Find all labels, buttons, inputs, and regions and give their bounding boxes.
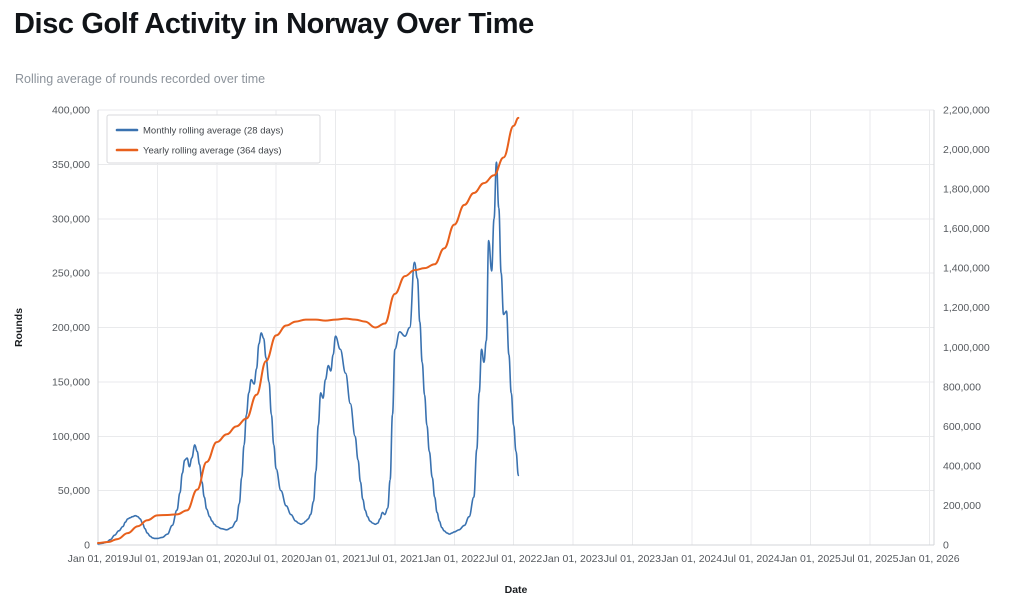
x-tick-label: Jan 01, 2022: [424, 553, 485, 565]
y-tick-label: 0: [84, 540, 90, 552]
y2-tick-label: 1,200,000: [943, 302, 990, 314]
y2-tick-label: 0: [943, 540, 949, 552]
y-tick-label: 150,000: [52, 376, 90, 388]
x-tick-label: Jul 01, 2019: [129, 553, 186, 565]
x-tick-label: Jan 01, 2023: [543, 553, 604, 565]
y-tick-label: 50,000: [58, 485, 90, 497]
x-tick-label: Jan 01, 2024: [661, 553, 722, 565]
y-tick-label: 100,000: [52, 431, 90, 443]
series-line-2: [97, 116, 520, 545]
chart-plot-area: 0 50,000 100,000 150,000 200,000 250,000 300,0…: [0, 96, 1020, 601]
y-axis-title: Rounds: [13, 308, 25, 347]
line-chart-svg: 0 50,000 100,000 150,000 200,000 250,000 300,0…: [13, 105, 990, 597]
y2-tick-label: 2,200,000: [943, 105, 990, 117]
y2-tick-label: 400,000: [943, 460, 981, 472]
y2-tick-label: 800,000: [943, 381, 981, 393]
x-axis-title: Date: [505, 584, 528, 596]
chart-legend[interactable]: Monthly rolling average (28 days) Yearly …: [106, 114, 321, 164]
legend-label-2[interactable]: Yearly rolling average (364 days): [143, 146, 282, 157]
axis-spines: [97, 110, 935, 546]
x-tick-label: Jul 01, 2024: [723, 553, 780, 565]
x-tick-label: Jan 01, 2025: [780, 553, 841, 565]
y2-tick-label: 600,000: [943, 421, 981, 433]
y2-tick-label: 1,800,000: [943, 184, 990, 196]
secondary-y-axis-tick-labels: 0 200,000 400,000 600,000 800,000 1,000,000 1,…: [943, 105, 990, 552]
x-tick-label: Jul 01, 2025: [841, 553, 898, 565]
y2-tick-label: 1,000,000: [943, 342, 990, 354]
x-tick-label: Jul 01, 2020: [248, 553, 305, 565]
x-tick-label: Jul 01, 2022: [485, 553, 542, 565]
page-title: Disc Golf Activity in Norway Over Time: [14, 8, 534, 40]
legend-background: [106, 114, 321, 164]
y2-tick-label: 2,000,000: [943, 144, 990, 156]
y-tick-label: 300,000: [52, 213, 90, 225]
x-axis-tick-labels: Jan 01, 2019 Jul 01, 2019 Jan 01, 2020 Jul …: [68, 553, 960, 565]
x-tick-label: Jan 01, 2020: [186, 553, 247, 565]
y-tick-label: 350,000: [52, 159, 90, 171]
chart-subtitle: Rolling average of rounds recorded over …: [15, 72, 266, 86]
x-tick-label: Jan 01, 2019: [68, 553, 129, 565]
y2-tick-label: 1,600,000: [943, 223, 990, 235]
x-tick-label: Jul 01, 2021: [366, 553, 423, 565]
y-tick-label: 200,000: [52, 322, 90, 334]
x-tick-label: Jan 01, 2021: [305, 553, 366, 565]
series-line-1: [97, 161, 520, 545]
gridlines: [97, 109, 934, 546]
legend-label-1[interactable]: Monthly rolling average (28 days): [143, 126, 283, 137]
y2-tick-label: 200,000: [943, 500, 981, 512]
x-tick-label: Jan 01, 2026: [899, 553, 960, 565]
data-series: [97, 116, 520, 545]
x-tick-label: Jul 01, 2023: [604, 553, 661, 565]
y2-tick-label: 1,400,000: [943, 263, 990, 275]
y-axis-tick-labels: 0 50,000 100,000 150,000 200,000 250,000 300,0…: [52, 105, 90, 552]
y-tick-label: 250,000: [52, 268, 90, 280]
y-tick-label: 400,000: [52, 105, 90, 117]
